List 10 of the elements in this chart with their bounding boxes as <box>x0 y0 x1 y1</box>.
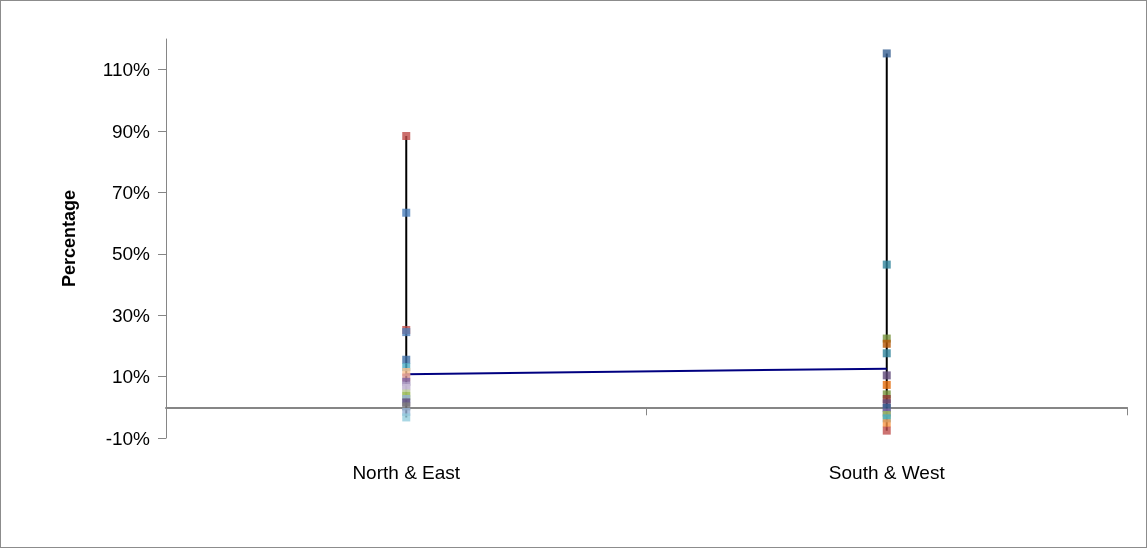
y-tick-label: 70% <box>111 181 151 203</box>
y-tick-label: -10% <box>105 427 151 449</box>
y-tick-label: 50% <box>111 243 151 265</box>
y-tick-label: 10% <box>111 366 151 388</box>
y-tick-label: 30% <box>111 304 151 326</box>
y-axis-title: Percentage <box>59 189 79 288</box>
y-tick-label: 110% <box>102 59 151 81</box>
y-tick-label: 90% <box>111 120 151 142</box>
x-tick-label: South & West <box>828 462 946 483</box>
x-tick-label: North & East <box>352 462 461 483</box>
